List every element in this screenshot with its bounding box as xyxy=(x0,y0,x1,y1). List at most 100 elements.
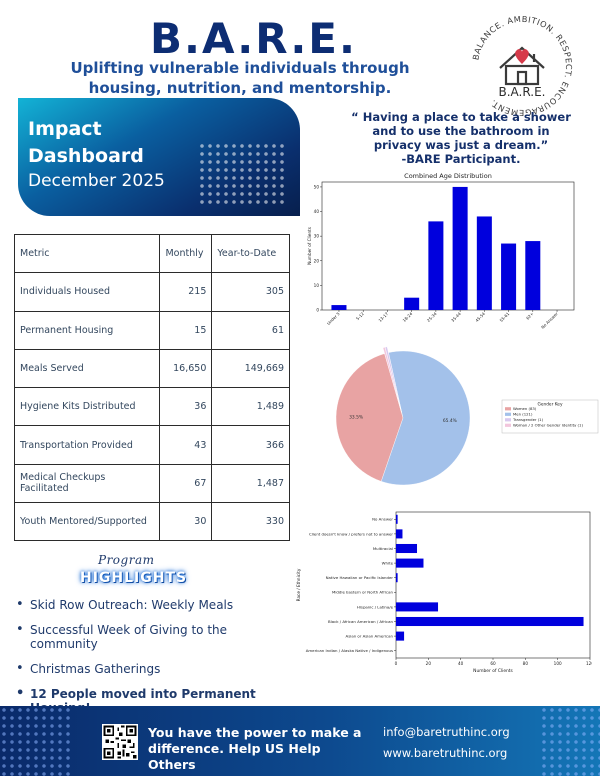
bar xyxy=(396,631,405,641)
banner-date: December 2025 xyxy=(28,171,165,191)
x-tick-label: 5-12 xyxy=(355,311,365,321)
table-row: Hygiene Kits Distributed 36 1,489 xyxy=(13,387,290,427)
bar xyxy=(428,221,444,310)
metric-name: Hygiene Kits Distributed xyxy=(13,387,161,427)
bar xyxy=(396,616,584,627)
legend-title: Gender Key xyxy=(538,402,563,408)
metric-ytd: 305 xyxy=(211,272,290,312)
plot-frame xyxy=(321,181,575,311)
x-tick-label: 100 xyxy=(554,661,562,666)
bar xyxy=(501,243,517,310)
pie-pct-label: 65.4% xyxy=(443,418,457,424)
y-tick-label: Black / African American / African xyxy=(328,619,394,624)
metric-monthly: 36 xyxy=(159,387,213,427)
y-tick-label: 30 xyxy=(314,234,320,239)
banner-title-impact: Impact xyxy=(28,118,102,140)
y-axis-label: Number of Clients xyxy=(307,227,312,265)
metric-name: Permanent Housing xyxy=(13,310,161,350)
header-metric: Metric xyxy=(13,233,161,274)
footer-bar: You have the power to make a difference.… xyxy=(0,706,600,776)
metric-ytd: 1,487 xyxy=(211,463,290,504)
y-tick-label: 20 xyxy=(314,258,320,263)
table-row: Youth Mentored/Supported 30 330 xyxy=(13,502,290,542)
tagline: Uplifting vulnerable individuals through… xyxy=(70,58,410,98)
footer-email-link[interactable]: info@baretruthinc.org xyxy=(383,725,510,739)
table-row: Medical Checkups Facilitated 67 1,487 xyxy=(13,463,290,504)
bar xyxy=(331,305,347,310)
footer-slogan: You have the power to make a difference.… xyxy=(148,725,368,773)
metric-name: Medical Checkups Facilitated xyxy=(13,463,161,504)
metric-monthly: 43 xyxy=(159,425,213,465)
bare-logo: BALANCE. AMBITION. RESPECT. ENCOURAGEMEN… xyxy=(470,14,573,118)
x-tick-label: 62+ xyxy=(525,311,535,321)
metric-name: Individuals Housed xyxy=(13,272,161,312)
list-item: Skid Row Outreach: Weekly Meals xyxy=(14,598,294,612)
slogan-line-2: difference. Help US Help Others xyxy=(148,741,321,772)
legend-swatch xyxy=(505,407,511,411)
quote-line-2: and to use the bathroom in xyxy=(372,124,550,138)
header-monthly: Monthly xyxy=(159,233,213,274)
table-row: Permanent Housing 15 61 xyxy=(13,310,290,350)
metric-name: Transportation Provided xyxy=(13,425,161,465)
list-item: Christmas Gatherings xyxy=(14,662,294,676)
metric-ytd: 1,489 xyxy=(211,387,290,427)
participant-quote: “ Having a place to take a shower and to… xyxy=(338,110,584,166)
metric-monthly: 67 xyxy=(159,463,213,504)
x-tick-label: 25-34 xyxy=(426,311,438,323)
metric-name: Meals Served xyxy=(13,348,161,389)
bar xyxy=(396,573,398,583)
pie-pct-label: 33.5% xyxy=(349,414,363,420)
y-tick-label: 0 xyxy=(316,308,319,313)
age-distribution-chart: Combined Age Distribution Number of Clien… xyxy=(307,172,575,330)
y-tick-label: American Indian / Alaska Native / Indige… xyxy=(306,648,393,653)
metric-monthly: 16,650 xyxy=(159,348,213,389)
x-tick-label: 45-54 xyxy=(474,311,486,323)
y-tick-label: No Answer xyxy=(372,517,393,522)
x-tick-label: 40 xyxy=(458,661,464,666)
y-tick-label: Native Hawaiian or Pacific Islander xyxy=(326,575,394,580)
highlights-label: HIGHLIGHTS xyxy=(80,570,188,586)
legend-box xyxy=(501,399,599,434)
metrics-table: Metric Monthly Year-to-Date Individuals … xyxy=(13,233,290,542)
house-icon xyxy=(499,46,545,86)
bar xyxy=(396,602,439,612)
bar xyxy=(476,216,492,310)
y-tick-label: 10 xyxy=(314,283,320,288)
x-tick-label: 55-61 xyxy=(499,311,511,323)
pie-slice xyxy=(380,350,471,486)
pie-slice xyxy=(335,353,404,482)
metric-ytd: 366 xyxy=(211,425,290,465)
x-tick-label: No Answer xyxy=(540,311,559,330)
bar xyxy=(396,514,398,524)
impact-dashboard-banner: Impact Dashboard December 2025 xyxy=(18,98,300,216)
footer-website-link[interactable]: www.baretruthinc.org xyxy=(383,746,508,760)
metric-ytd: 149,669 xyxy=(211,348,290,389)
ethnicity-bar-chart: Race / Ethnicity Number of Clients 0 20 40 60… xyxy=(296,511,592,674)
metric-monthly: 215 xyxy=(159,272,213,312)
legend-label: Woman / 2 Other Gender Identity (1) xyxy=(513,423,583,428)
table-row: Meals Served 16,650 149,669 xyxy=(13,348,290,389)
pie-slice xyxy=(382,347,402,413)
qr-code-icon[interactable] xyxy=(102,724,138,760)
metric-name: Youth Mentored/Supported xyxy=(13,502,161,542)
legend-label: Men (121) xyxy=(513,412,533,417)
metric-ytd: 61 xyxy=(211,310,290,350)
slogan-line-1: You have the power to make a xyxy=(148,725,362,740)
legend-swatch xyxy=(505,412,511,416)
bar xyxy=(396,558,424,568)
plot-frame xyxy=(395,511,591,659)
y-axis-label: Race / Ethnicity xyxy=(296,568,301,601)
x-tick-label: 60 xyxy=(490,661,496,666)
metric-monthly: 30 xyxy=(159,502,213,542)
bar xyxy=(396,529,403,539)
bar xyxy=(452,186,468,310)
x-tick-label: 13-17 xyxy=(377,311,389,323)
pie-pct-label: 0.5% xyxy=(376,342,387,343)
x-tick-label: Under 5 xyxy=(326,311,341,326)
tagline-line-1: Uplifting vulnerable individuals through xyxy=(70,59,410,77)
y-tick-label: Hispanic / Latina/e xyxy=(357,604,394,609)
bar xyxy=(396,543,418,554)
legend-label: Transgender (1) xyxy=(512,417,544,422)
dot-pattern xyxy=(540,706,600,776)
